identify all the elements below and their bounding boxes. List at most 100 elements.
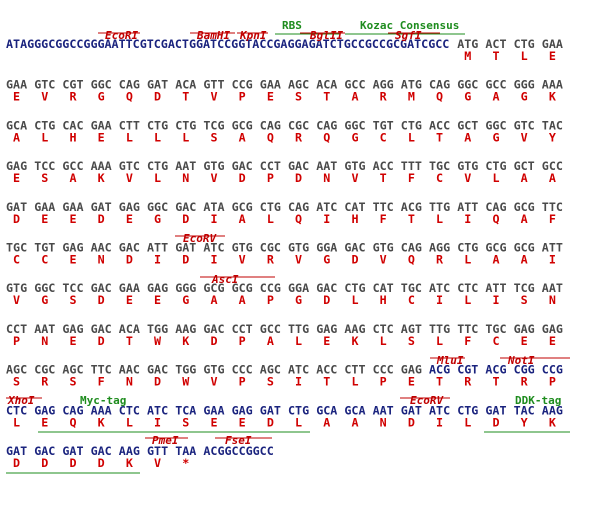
codon: GAT: [62, 444, 83, 458]
codon: GGC: [485, 118, 506, 132]
amino-acid: L: [351, 375, 358, 389]
codon: ACG: [485, 363, 506, 377]
amino-acid: E: [408, 375, 415, 389]
codon: GAA: [62, 200, 83, 214]
restriction-site-label: AscI: [211, 273, 239, 286]
amino-acid: L: [436, 334, 443, 348]
restriction-site-label: PmeI: [152, 434, 179, 447]
codon: GGC: [457, 78, 478, 92]
amino-acid: A: [13, 130, 20, 144]
codon: GTC: [34, 78, 55, 92]
codon: CAT: [344, 200, 365, 214]
codon: CAG: [62, 403, 83, 417]
codon: GTG: [203, 159, 224, 173]
amino-acid: D: [98, 293, 105, 307]
codon: GGC: [344, 118, 365, 132]
codon: CTG: [401, 118, 422, 132]
codon: GAC: [34, 444, 55, 458]
codon: GAG: [401, 363, 422, 377]
amino-acid: N: [98, 253, 105, 267]
restriction-site-label: FseI: [225, 434, 252, 447]
codon: ACA: [175, 78, 196, 92]
codon: CGC: [260, 241, 281, 255]
codon: GAC: [147, 363, 168, 377]
restriction-site-label: MluI: [436, 354, 464, 367]
codon: GAG: [147, 281, 168, 295]
codon: CCG: [542, 363, 563, 377]
amino-acid: F: [549, 212, 556, 226]
codon: GTG: [6, 281, 27, 295]
amino-acid: A: [239, 130, 246, 144]
amino-acid: A: [239, 212, 246, 226]
amino-acid: E: [13, 90, 20, 104]
amino-acid: L: [126, 130, 133, 144]
amino-acid: L: [295, 415, 302, 429]
codon: ACC: [316, 363, 337, 377]
codon: CAG: [401, 241, 422, 255]
amino-acid: L: [267, 212, 274, 226]
codon: AGC: [6, 363, 27, 377]
codon: ACC: [429, 118, 450, 132]
amino-acid: A: [492, 253, 499, 267]
codon: TTG: [288, 322, 309, 336]
amino-acid: V: [210, 375, 217, 389]
codon: CTC: [373, 322, 394, 336]
amino-acid: N: [126, 375, 133, 389]
codon: GCC: [542, 159, 563, 173]
codon: ACG: [401, 200, 422, 214]
codon: AAT: [542, 281, 563, 295]
codon: CCT: [260, 159, 281, 173]
amino-acid: L: [521, 49, 528, 63]
codon: CAG: [316, 118, 337, 132]
codon: CAC: [62, 118, 83, 132]
amino-acid: Y: [549, 130, 556, 144]
codon: AAG: [344, 322, 365, 336]
codon: CGT: [457, 363, 478, 377]
codon: GGC: [91, 78, 112, 92]
codon: CTG: [457, 403, 478, 417]
codon: TGG: [147, 322, 168, 336]
amino-acid: V: [521, 130, 528, 144]
amino-acid: K: [182, 334, 189, 348]
codon: CGC: [288, 118, 309, 132]
restriction-site-label: EcoRI: [105, 29, 138, 42]
amino-acid: T: [380, 171, 387, 185]
codon: GCG: [232, 118, 253, 132]
codon: CGC: [34, 363, 55, 377]
codon: AAA: [542, 78, 563, 92]
amino-acid: S: [210, 130, 217, 144]
amino-acid: V: [210, 90, 217, 104]
codon: GAT: [91, 200, 112, 214]
amino-acid: G: [521, 90, 528, 104]
codon: GTG: [203, 363, 224, 377]
codon: ATT: [457, 200, 478, 214]
codon: AAG: [119, 444, 140, 458]
amino-acid: G: [154, 212, 161, 226]
amino-acid: P: [239, 375, 246, 389]
amino-acid: T: [126, 334, 133, 348]
codon: ATG: [401, 78, 422, 92]
amino-acid: A: [521, 171, 528, 185]
amino-acid: E: [210, 415, 217, 429]
amino-acid: S: [408, 334, 415, 348]
codon: TGC: [485, 322, 506, 336]
amino-acid: A: [464, 130, 471, 144]
codon: CGT: [62, 78, 83, 92]
amino-acid: H: [69, 130, 76, 144]
amino-acid: M: [464, 49, 471, 63]
amino-acid: D: [182, 253, 189, 267]
amino-acid: K: [549, 90, 556, 104]
amino-acid: R: [69, 90, 77, 104]
amino-acid: G: [351, 130, 358, 144]
codon: GCC: [485, 78, 506, 92]
restriction-site-label: BglII: [309, 29, 343, 42]
codon: GGC: [34, 281, 55, 295]
codon: GAC: [316, 281, 337, 295]
amino-acid: R: [380, 90, 388, 104]
codon: AAC: [119, 363, 140, 377]
codon: GTT: [203, 78, 224, 92]
amino-acid: Y: [521, 415, 528, 429]
amino-acid: Q: [295, 212, 302, 226]
codon: GGA: [288, 281, 309, 295]
